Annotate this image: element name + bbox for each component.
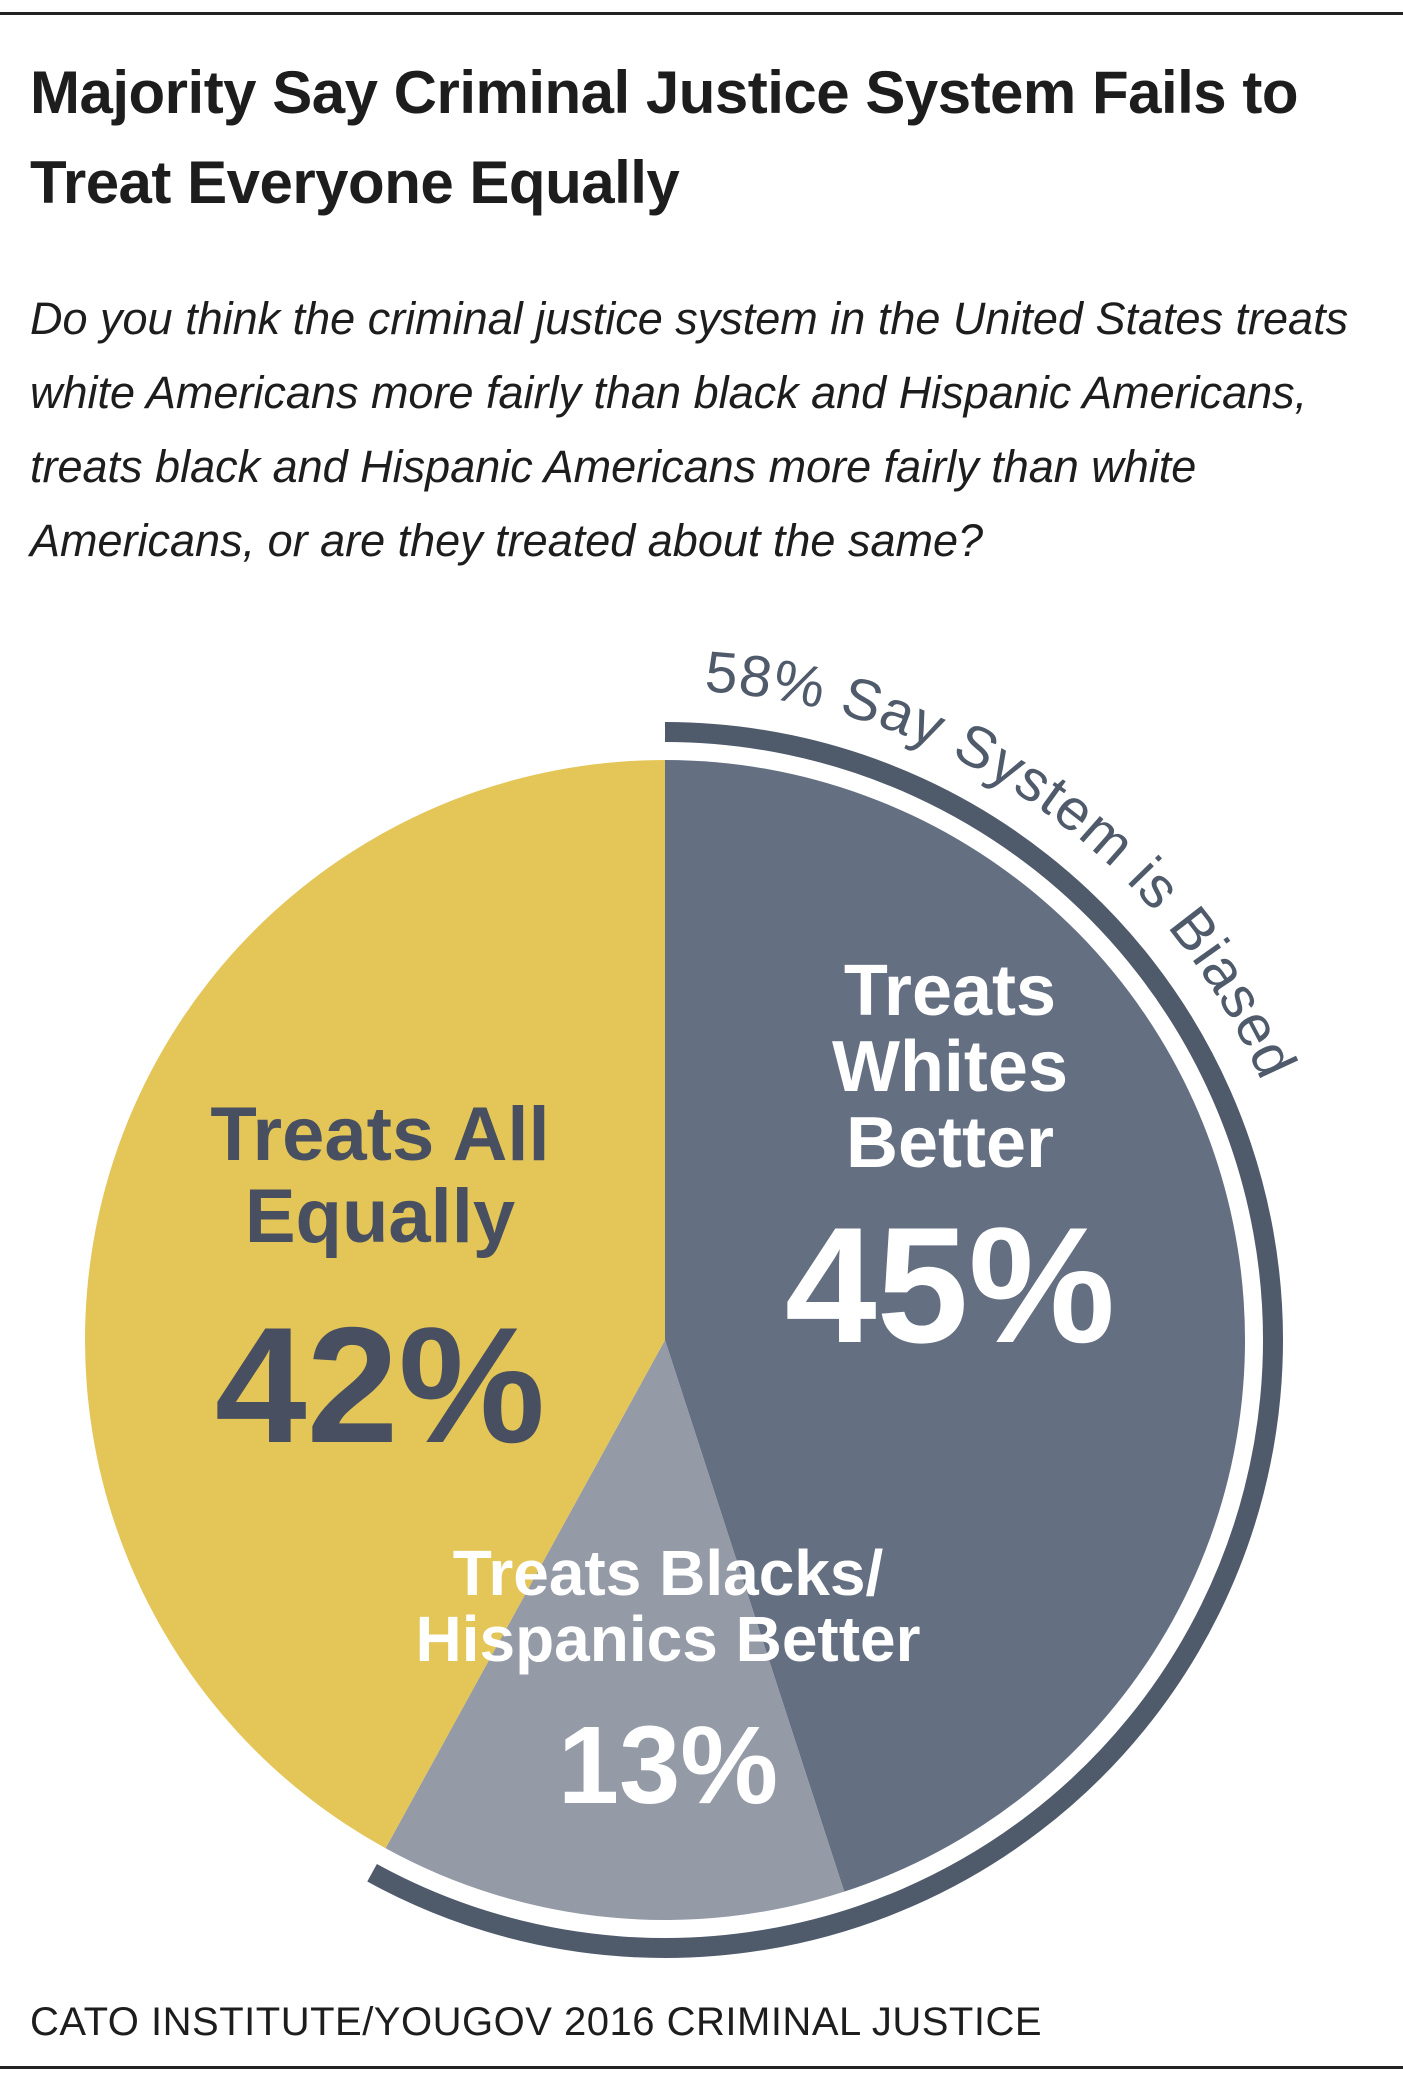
pie-slice-1 bbox=[665, 760, 1245, 1892]
slice-value-2: 13% bbox=[558, 1704, 778, 1827]
slice-label-3-line-1: Treats All bbox=[210, 1092, 549, 1177]
slice-label-2-line-1: Treats Blacks/ bbox=[453, 1537, 884, 1609]
slice-label-1-line-1: Treats bbox=[844, 951, 1056, 1031]
slice-label-2-line-2: Hispanics Better bbox=[415, 1603, 920, 1675]
bottom-rule bbox=[0, 2066, 1403, 2069]
slice-label-3-line-2: Equally bbox=[245, 1174, 515, 1259]
source-note: CATO INSTITUTE/YOUGOV 2016 CRIMINAL JUST… bbox=[30, 2000, 1043, 2044]
top-rule bbox=[0, 12, 1403, 15]
slice-label-1-line-3: Better bbox=[846, 1103, 1054, 1183]
chart-subtitle: Do you think the criminal justice system… bbox=[30, 293, 1349, 566]
annotation-arc bbox=[367, 722, 1283, 1958]
pie-chart: 58% Say System is Biased TreatsWhitesBet… bbox=[84, 640, 1308, 1958]
slice-label-1-line-2: Whites bbox=[832, 1027, 1068, 1107]
slice-value-1: 45% bbox=[785, 1193, 1115, 1377]
slice-value-3: 42% bbox=[215, 1293, 545, 1477]
pie-slice-2 bbox=[385, 1340, 845, 1920]
chart-title: Majority Say Criminal Justice System Fai… bbox=[30, 59, 1298, 216]
slices-layer bbox=[84, 760, 1245, 1920]
pie-slice-3 bbox=[84, 760, 665, 1849]
